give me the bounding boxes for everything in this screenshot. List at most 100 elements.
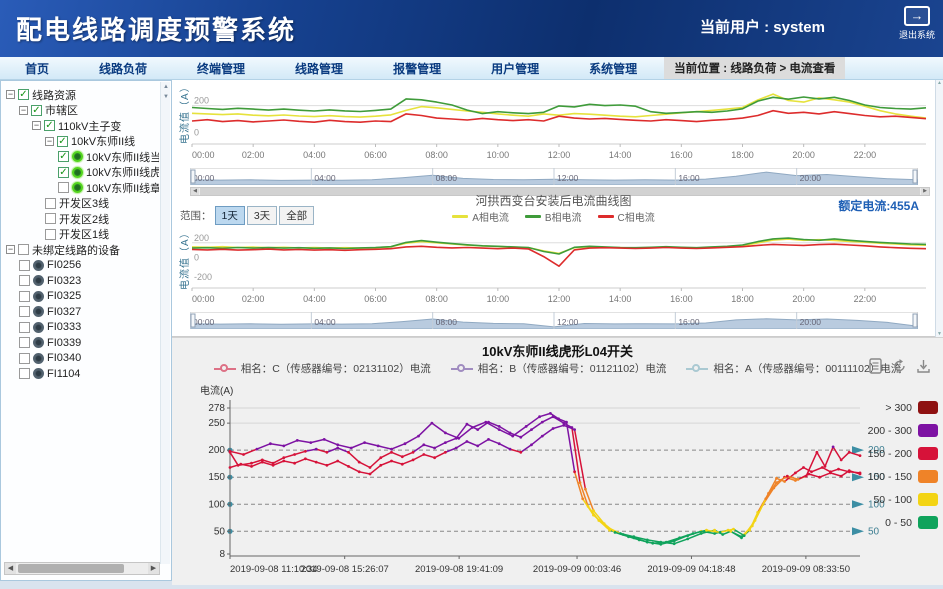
tree-expander-icon[interactable]: −: [6, 244, 15, 255]
chart1-navigator[interactable]: 00:00 04:00 08:00 12:00 16:00 20:00: [190, 168, 918, 185]
tree-checkbox[interactable]: [19, 352, 30, 364]
tree-checkbox[interactable]: [19, 290, 30, 302]
scrollbar-thumb[interactable]: [200, 188, 920, 195]
tree-item-label[interactable]: 110kV主子变: [58, 120, 122, 133]
tree-item-label[interactable]: FI0256: [47, 259, 82, 272]
tree-item-label[interactable]: FI0339: [47, 336, 82, 349]
legend-item-0[interactable]: A相电流: [452, 209, 509, 224]
tree-checkbox[interactable]: [45, 213, 56, 225]
tree-checkbox[interactable]: ✓: [44, 120, 55, 132]
tree-checkbox[interactable]: ✓: [58, 151, 69, 163]
scroll-right-icon[interactable]: ▶: [921, 188, 929, 195]
sidebar-vertical-scrollbar[interactable]: ▲ ▼: [160, 82, 170, 564]
value-band-0[interactable]: > 300: [828, 396, 938, 419]
tree-item-9[interactable]: 开发区1线: [3, 227, 159, 243]
value-band-2[interactable]: 150 - 200: [828, 442, 938, 465]
tree-checkbox[interactable]: [19, 321, 30, 333]
scroll-left-icon[interactable]: ◀: [5, 563, 16, 574]
tree-expander-icon[interactable]: −: [45, 135, 54, 146]
tree-checkbox[interactable]: [19, 368, 30, 380]
tree-expander-icon[interactable]: −: [32, 120, 41, 131]
tree-checkbox[interactable]: ✓: [57, 135, 68, 147]
tree-expander-icon[interactable]: −: [6, 89, 15, 100]
tree-item-label[interactable]: 未绑定线路的设备: [32, 244, 120, 257]
nav-item-line-load[interactable]: 线路负荷: [99, 61, 148, 76]
scrollbar-thumb[interactable]: [18, 564, 124, 573]
tree-item-label[interactable]: 开发区3线: [59, 198, 110, 211]
tree-item-label[interactable]: FI1104: [47, 367, 81, 380]
nav-item-home[interactable]: 首页: [25, 61, 50, 76]
data-view-icon[interactable]: [868, 358, 883, 374]
navigator-right-handle[interactable]: [912, 169, 918, 184]
tree-item-6[interactable]: 10kV东师II线章江L0: [3, 180, 159, 196]
tree-checkbox[interactable]: [19, 259, 30, 271]
tree-item-2[interactable]: − ✓ 110kV主子变: [3, 118, 159, 134]
range-button-2[interactable]: 全部: [279, 206, 315, 225]
tree-item-12[interactable]: FI0323: [3, 273, 159, 289]
tree-item-17[interactable]: FI0340: [3, 351, 159, 367]
tree-item-label[interactable]: 10kV东师II线: [71, 136, 136, 149]
tree-item-label[interactable]: 开发区2线: [59, 213, 110, 226]
chart3-canvas[interactable]: 200 150 100 50 278 250 200 150 100 50 8 2019-09-08 …: [172, 380, 943, 586]
tree-item-8[interactable]: 开发区2线: [3, 211, 159, 227]
tree-item-label[interactable]: 开发区1线: [59, 229, 110, 242]
chart3-legend-item-2[interactable]: 相名：A（传感器编号：00111102）电流: [686, 361, 901, 376]
range-button-0[interactable]: 1天: [214, 206, 245, 225]
chart2-canvas[interactable]: 200 0 -200 00:00 02:00 04:00 06:00 08:00 10:00 12…: [190, 228, 930, 308]
tree-item-7[interactable]: 开发区3线: [3, 196, 159, 212]
navigator-right-handle[interactable]: [912, 313, 918, 328]
tree-item-1[interactable]: − ✓ 市辖区: [3, 103, 159, 119]
tree-item-15[interactable]: FI0333: [3, 320, 159, 336]
scroll-down-icon[interactable]: ▼: [163, 94, 169, 100]
tree-checkbox[interactable]: [19, 306, 30, 318]
nav-item-user-mgmt[interactable]: 用户管理: [491, 61, 540, 76]
value-band-4[interactable]: 50 - 100: [828, 488, 938, 511]
tree-item-label[interactable]: 市辖区: [45, 105, 78, 118]
tree-item-0[interactable]: − ✓ 线路资源: [3, 87, 159, 103]
tree-item-label[interactable]: 10kV东师II线虎形L0: [86, 167, 159, 180]
scroll-up-icon[interactable]: ▲: [937, 80, 942, 86]
tree-checkbox[interactable]: [19, 337, 30, 349]
tree-checkbox[interactable]: [58, 182, 69, 194]
tree-item-14[interactable]: FI0327: [3, 304, 159, 320]
chart1-scrollbar[interactable]: ◀ ▶: [190, 187, 930, 196]
upper-panel-scrollbar[interactable]: ▲ ▼: [935, 80, 943, 337]
tree-item-label[interactable]: FI0325: [47, 290, 82, 303]
tree-item-label[interactable]: FI0340: [47, 352, 82, 365]
tree-item-label[interactable]: 线路资源: [32, 89, 76, 102]
tree-item-11[interactable]: FI0256: [3, 258, 159, 274]
download-icon[interactable]: [916, 358, 931, 374]
nav-item-alarm-mgmt[interactable]: 报警管理: [393, 61, 442, 76]
tree-checkbox[interactable]: [18, 244, 29, 256]
tree-item-13[interactable]: FI0325: [3, 289, 159, 305]
tree-checkbox[interactable]: ✓: [31, 104, 42, 116]
tree-checkbox[interactable]: [45, 197, 56, 209]
chart3-legend-item-1[interactable]: 相名：B（传感器编号：01121102）电流: [450, 361, 666, 376]
tree-item-label[interactable]: 10kV东师II线章江L0: [86, 182, 159, 195]
chart1-canvas[interactable]: 200 0 00:00 02:00 04:00 06:00 08:00 10:00 12:00 1…: [190, 82, 930, 166]
value-band-1[interactable]: 200 - 300: [828, 419, 938, 442]
refresh-icon[interactable]: [892, 358, 907, 374]
tree-checkbox[interactable]: [45, 228, 56, 240]
legend-item-1[interactable]: B相电流: [524, 209, 582, 224]
navigator-left-handle[interactable]: [190, 169, 196, 184]
tree-checkbox[interactable]: [19, 275, 30, 287]
legend-item-2[interactable]: C相电流: [597, 209, 655, 224]
tree-item-10[interactable]: − 未绑定线路的设备: [3, 242, 159, 258]
logout-button[interactable]: → 退出系统: [897, 6, 937, 41]
chart3-legend-item-0[interactable]: 相名：C（传感器编号：02131102）电流: [213, 361, 431, 376]
nav-item-line-mgmt[interactable]: 线路管理: [295, 61, 344, 76]
scroll-left-icon[interactable]: ◀: [191, 188, 199, 195]
scroll-down-icon[interactable]: ▼: [937, 331, 942, 337]
sidebar-horizontal-scrollbar[interactable]: ◀ ▶: [4, 562, 160, 575]
chart2-navigator[interactable]: 00:00 04:00 08:00 12:00 16:00 20:00: [190, 312, 918, 329]
tree-item-18[interactable]: FI1104: [3, 366, 159, 382]
tree-item-16[interactable]: FI0339: [3, 335, 159, 351]
tree-item-label[interactable]: FI0327: [47, 305, 82, 318]
scroll-right-icon[interactable]: ▶: [148, 563, 159, 574]
tree-item-label[interactable]: FI0333: [47, 321, 82, 334]
tree-item-label[interactable]: 10kV东师II线当墙L0: [86, 151, 159, 164]
tree-item-label[interactable]: FI0323: [47, 274, 82, 287]
nav-item-terminal-mgmt[interactable]: 终端管理: [197, 61, 246, 76]
navigator-left-handle[interactable]: [190, 313, 196, 328]
